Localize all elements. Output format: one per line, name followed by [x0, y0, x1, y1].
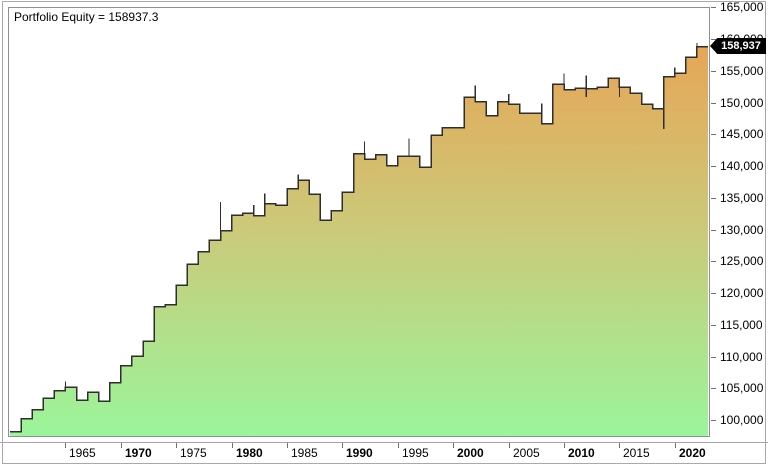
x-axis-tick: [564, 443, 565, 448]
plot-area[interactable]: Portfolio Equity = 158937.3: [8, 7, 710, 437]
y-axis-tick-label: 135,000: [720, 191, 764, 205]
y-axis-tick: [711, 198, 716, 199]
x-axis-tick: [121, 443, 122, 448]
x-axis-tick-label: 1990: [346, 446, 373, 460]
y-axis-tick-label: 150,000: [720, 96, 764, 110]
x-axis-tick-label: 1995: [402, 446, 429, 460]
y-axis-tick: [711, 71, 716, 72]
y-axis-tick-label: 115,000: [720, 318, 763, 332]
x-axis-tick-label: 1975: [180, 446, 207, 460]
y-axis-tick: [711, 39, 716, 40]
x-axis-tick-label: 2010: [568, 446, 595, 460]
y-axis-tick-label: 140,000: [720, 159, 764, 173]
y-axis-tick: [711, 7, 716, 8]
y-axis-tick-label: 125,000: [720, 254, 764, 268]
y-axis-tick: [711, 325, 716, 326]
x-axis-tick-label: 2005: [513, 446, 540, 460]
equity-step-line: [10, 45, 708, 433]
y-axis-tick-label: 130,000: [720, 223, 764, 237]
x-axis-tick-label: 1980: [236, 446, 263, 460]
y-axis-tick: [711, 134, 716, 135]
y-axis: 165,000160,000155,000150,000145,000140,0…: [710, 0, 768, 465]
equity-area-fill: [10, 46, 708, 436]
equity-whiskers: [64, 43, 698, 391]
x-axis-tick-label: 2015: [623, 446, 650, 460]
x-axis-tick-label: 1965: [69, 446, 96, 460]
x-axis: 1965 1970 1975 1980 1985 1990 1995 2000 2005 2010…: [0, 442, 768, 465]
x-axis-tick-label: 1970: [125, 446, 152, 460]
y-axis-tick: [711, 166, 716, 167]
y-axis-tick-label: 105,000: [720, 381, 764, 395]
x-axis-tick: [65, 443, 66, 448]
y-axis-tick-label: 165,000: [720, 0, 764, 14]
y-axis-tick-label: 120,000: [720, 286, 764, 300]
y-axis-tick: [711, 261, 716, 262]
y-axis-tick: [711, 230, 716, 231]
x-axis-tick: [398, 443, 399, 448]
y-axis-tick-label: 100,000: [720, 413, 764, 427]
last-value-marker: 158,937: [710, 38, 766, 54]
y-axis-tick: [711, 420, 716, 421]
y-axis-tick-label: 145,000: [720, 127, 764, 141]
x-axis-tick: [232, 443, 233, 448]
x-axis-tick-label: 2000: [457, 446, 484, 460]
y-axis-tick-label: 155,000: [720, 64, 764, 78]
x-axis-tick: [619, 443, 620, 448]
x-axis-tick: [287, 443, 288, 448]
y-axis-tick: [711, 357, 716, 358]
x-axis-tick: [342, 443, 343, 448]
x-axis-tick: [453, 443, 454, 448]
y-axis-tick: [711, 388, 716, 389]
equity-curve-chart: [10, 43, 708, 436]
y-axis-tick: [711, 293, 716, 294]
x-axis-tick: [675, 443, 676, 448]
y-axis-tick: [711, 103, 716, 104]
x-axis-tick: [176, 443, 177, 448]
x-axis-tick-label: 1985: [291, 446, 318, 460]
chart-title: Portfolio Equity = 158937.3: [14, 10, 159, 24]
x-axis-tick-label: 2020: [679, 446, 706, 460]
y-axis-tick-label: 110,000: [720, 350, 763, 364]
x-axis-tick: [509, 443, 510, 448]
